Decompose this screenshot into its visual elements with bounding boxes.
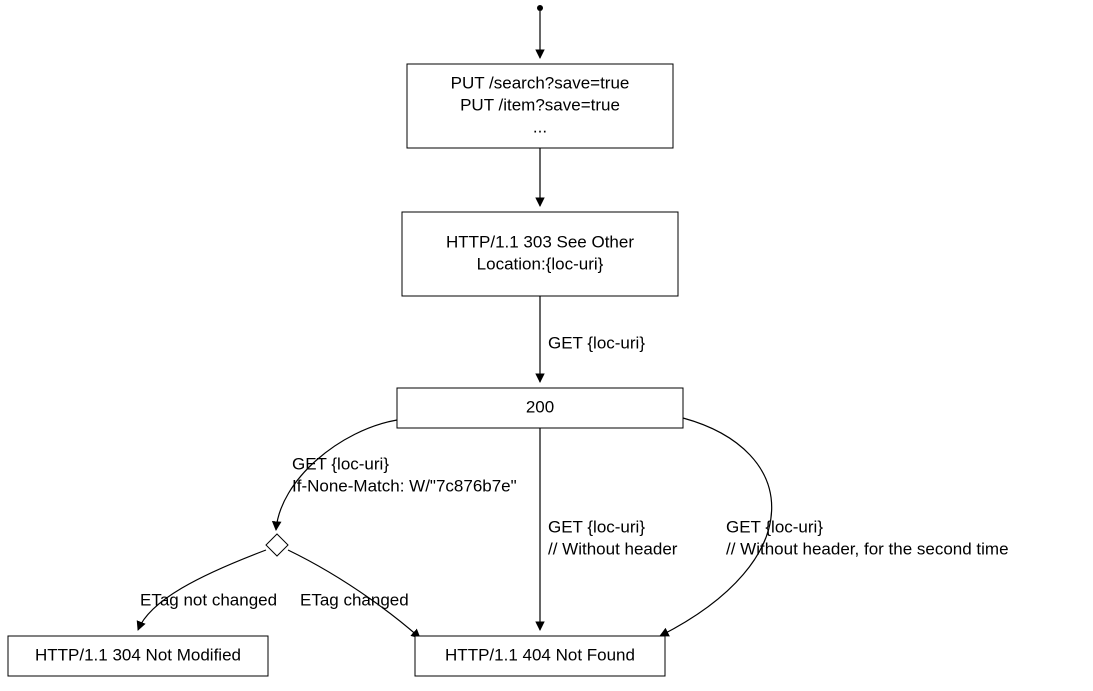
node-text: 200 — [526, 397, 554, 416]
decision-node — [266, 534, 288, 556]
node-r200: 200 — [397, 388, 683, 428]
node-text: PUT /item?save=true — [460, 95, 620, 114]
flowchart-canvas: PUT /search?save=true PUT /item?save=true… — [0, 0, 1093, 691]
edge-label: // Without header, for the second time — [726, 539, 1009, 558]
node-text: HTTP/1.1 304 Not Modified — [35, 645, 241, 664]
node-text: HTTP/1.1 303 See Other — [446, 232, 634, 251]
edge-label: GET {loc-uri} — [548, 333, 645, 352]
node-text: ... — [533, 117, 547, 136]
edge-labels-layer: GET {loc-uri} GET {loc-uri} If-None-Match:… — [140, 333, 1009, 609]
node-r303: HTTP/1.1 303 See Other Location:{loc-uri} — [402, 212, 678, 296]
node-r404: HTTP/1.1 404 Not Found — [415, 636, 665, 676]
edge-label: GET {loc-uri} — [292, 454, 389, 473]
edge-label: If-None-Match: W/"7c876b7e" — [292, 476, 517, 495]
node-text: Location:{loc-uri} — [477, 254, 604, 273]
edge-label: GET {loc-uri} — [726, 517, 823, 536]
node-r304: HTTP/1.1 304 Not Modified — [8, 636, 268, 676]
node-put: PUT /search?save=true PUT /item?save=true… — [407, 64, 673, 148]
edge-label: ETag changed — [300, 590, 409, 609]
edge-label: // Without header — [548, 539, 678, 558]
edge-label: GET {loc-uri} — [548, 517, 645, 536]
edge-200-dec — [276, 420, 397, 530]
node-text: HTTP/1.1 404 Not Found — [445, 645, 635, 664]
start-node — [537, 5, 543, 11]
node-text: PUT /search?save=true — [451, 73, 630, 92]
edge-label: ETag not changed — [140, 590, 277, 609]
